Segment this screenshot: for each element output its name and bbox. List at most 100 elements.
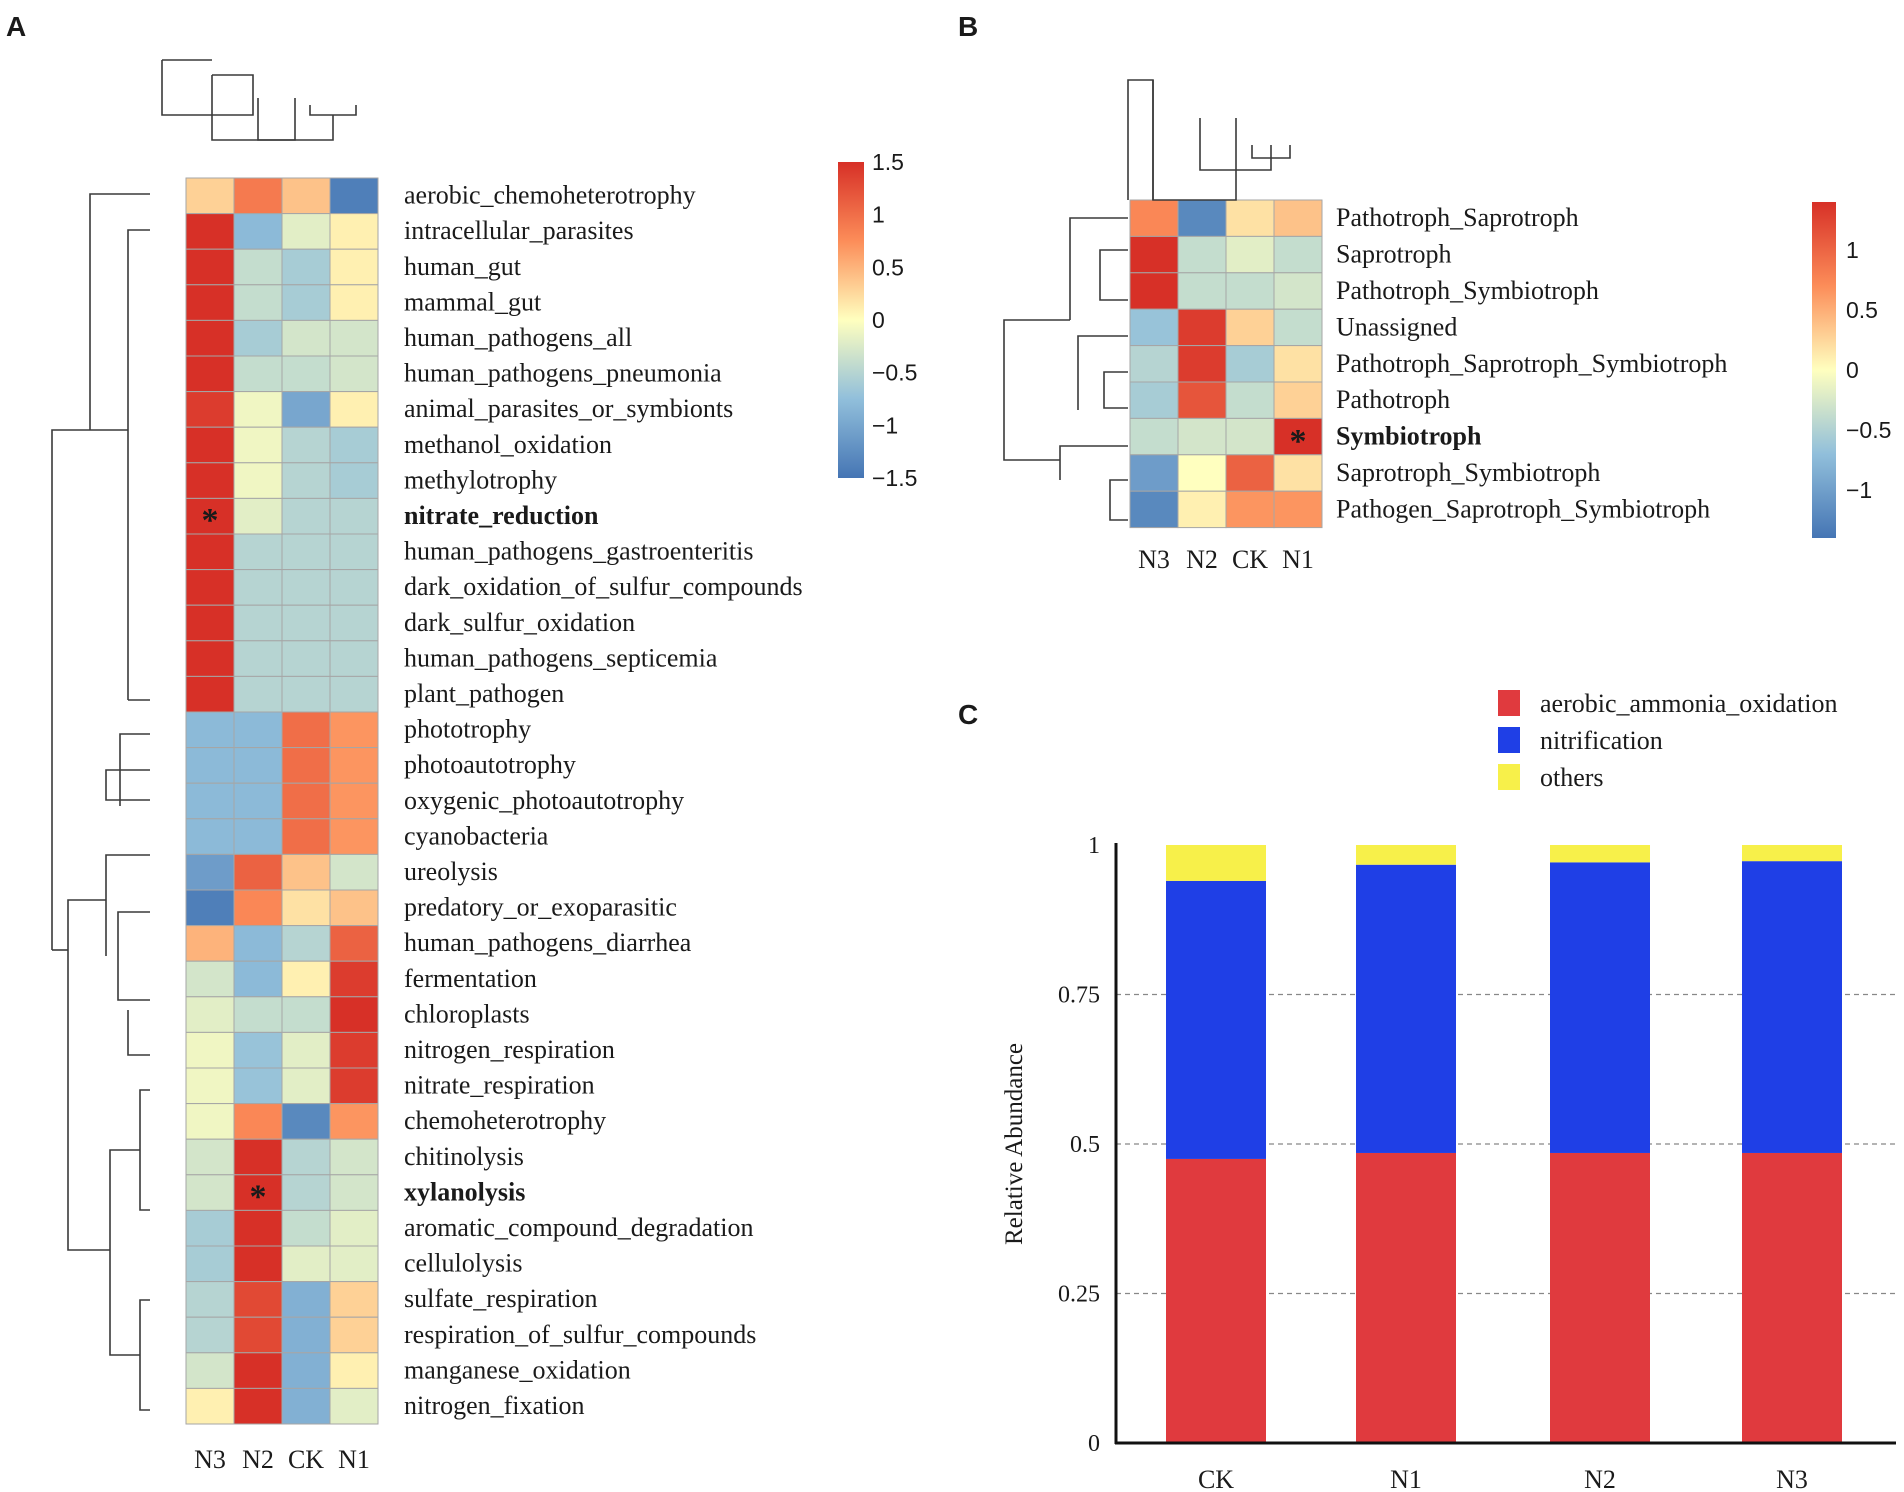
heatmap-cell [185, 675, 235, 713]
heatmap-cell [185, 284, 235, 321]
heatmap-cell [233, 1352, 283, 1389]
heatmap-cell [329, 1103, 379, 1140]
heatmap-cell [1129, 235, 1179, 274]
heatmap-cell [233, 675, 283, 713]
bar-segment-others [1550, 845, 1650, 863]
colorbar-tick: −1.5 [872, 465, 917, 491]
legend-label: others [1540, 763, 1604, 792]
heatmap-cell [281, 675, 331, 713]
heatmap-column-label: N2 [1186, 545, 1218, 574]
y-tick-label: 0.75 [1058, 983, 1100, 1009]
heatmap-a: aerobic_chemoheterotrophy intracellular_p… [185, 177, 803, 1474]
heatmap-cell [185, 889, 235, 927]
heatmap-cell [329, 355, 379, 393]
heatmap-column-label: N3 [1138, 545, 1170, 574]
legend-swatch [1498, 690, 1520, 716]
heatmap-cell [329, 1209, 379, 1247]
heatmap-column-label: N1 [1282, 545, 1314, 574]
heatmap-cell [1177, 381, 1227, 419]
heatmap-row-label: photoautotrophy [404, 750, 576, 779]
heatmap-cell [185, 426, 235, 464]
heatmap-column-label: CK [1232, 545, 1268, 574]
significance-marker: * [202, 502, 219, 539]
heatmap-cell [329, 426, 379, 464]
bar-segment-aerobic_ammonia_oxidation [1166, 1158, 1266, 1443]
heatmap-cell [185, 853, 235, 891]
heatmap-row-label: aromatic_compound_degradation [404, 1213, 753, 1242]
heatmap-cell [1225, 417, 1275, 456]
heatmap-cell [329, 1387, 379, 1425]
heatmap-cell [1177, 345, 1227, 383]
heatmap-row-label: nitrogen_respiration [404, 1035, 615, 1064]
heatmap-cell [185, 818, 235, 855]
y-tick-label: 0 [1088, 1431, 1100, 1457]
heatmap-row-label: Pathotroph [1336, 385, 1450, 414]
bar-segment-others [1356, 845, 1456, 865]
heatmap-row-label: aerobic_chemoheterotrophy [404, 181, 696, 210]
heatmap-cell [233, 996, 283, 1033]
heatmap-row-label: Pathotroph_Saprotroph_Symbiotroph [1336, 349, 1727, 378]
heatmap-cell [281, 960, 331, 998]
heatmap-cell [281, 1281, 331, 1318]
colorbar-tick: 0.5 [1846, 297, 1878, 323]
heatmap-row-label: phototrophy [404, 715, 531, 744]
heatmap-cell [329, 1067, 379, 1105]
heatmap-cell [1273, 417, 1323, 456]
heatmap-cell [281, 818, 331, 855]
heatmap-cell [185, 604, 235, 642]
heatmap-cell [281, 1174, 331, 1211]
heatmap-cell [329, 960, 379, 998]
heatmap-cell [233, 426, 283, 464]
heatmap-row-label: predatory_or_exoparasitic [404, 893, 677, 922]
heatmap-cell [1177, 417, 1227, 456]
heatmap-row-label: human_pathogens_diarrhea [404, 928, 692, 957]
heatmap-cell [329, 1281, 379, 1318]
heatmap-cell [1225, 272, 1275, 310]
heatmap-row-label: plant_pathogen [404, 679, 564, 708]
heatmap-cell [233, 533, 283, 571]
heatmap-row-label: Pathotroph_Symbiotroph [1336, 276, 1599, 305]
heatmap-cell [329, 569, 379, 606]
heatmap-cell [185, 1245, 235, 1283]
heatmap-cell [1129, 272, 1179, 310]
heatmap-cell [281, 889, 331, 927]
heatmap-cell [185, 1138, 235, 1176]
significance-marker: * [1290, 423, 1307, 460]
heatmap-cell [185, 355, 235, 393]
legend-swatch [1498, 727, 1520, 753]
heatmap-cell [281, 1387, 331, 1425]
heatmap-cell [281, 1352, 331, 1389]
heatmap-cell [1273, 490, 1323, 529]
heatmap-cell [281, 853, 331, 891]
colorbar-tick: 0 [872, 307, 885, 333]
heatmap-cell [281, 462, 331, 499]
heatmap-cell [1273, 235, 1323, 274]
heatmap-cell [233, 1245, 283, 1283]
heatmap-cell [281, 1316, 331, 1354]
heatmap-cell [233, 355, 283, 393]
heatmap-row-label: dark_sulfur_oxidation [404, 608, 635, 637]
heatmap-cell [233, 853, 283, 891]
heatmap-cell [1177, 490, 1227, 529]
heatmap-cell [185, 177, 235, 215]
colorbar-tick: −0.5 [872, 360, 917, 386]
heatmap-cell [329, 213, 379, 250]
heatmap-cell [329, 533, 379, 571]
heatmap-cell [281, 711, 331, 749]
heatmap-row-label: nitrate_respiration [404, 1071, 595, 1100]
heatmap-cell [329, 853, 379, 891]
bar-segment-nitrification [1166, 880, 1266, 1159]
y-tick-label: 0.25 [1058, 1282, 1100, 1308]
heatmap-cell [185, 1031, 235, 1069]
heatmap-row-label: mammal_gut [404, 287, 542, 316]
heatmap-cell [281, 1245, 331, 1283]
heatmap-cell [185, 248, 235, 286]
heatmap-row-label: methylotrophy [404, 465, 557, 494]
heatmap-cell [185, 391, 235, 428]
bar-segment-aerobic_ammonia_oxidation [1550, 1152, 1650, 1443]
heatmap-row-label: human_gut [404, 252, 522, 281]
heatmap-row-label: human_pathogens_septicemia [404, 643, 718, 672]
y-tick-label: 1 [1088, 833, 1100, 859]
heatmap-cell [281, 497, 331, 535]
